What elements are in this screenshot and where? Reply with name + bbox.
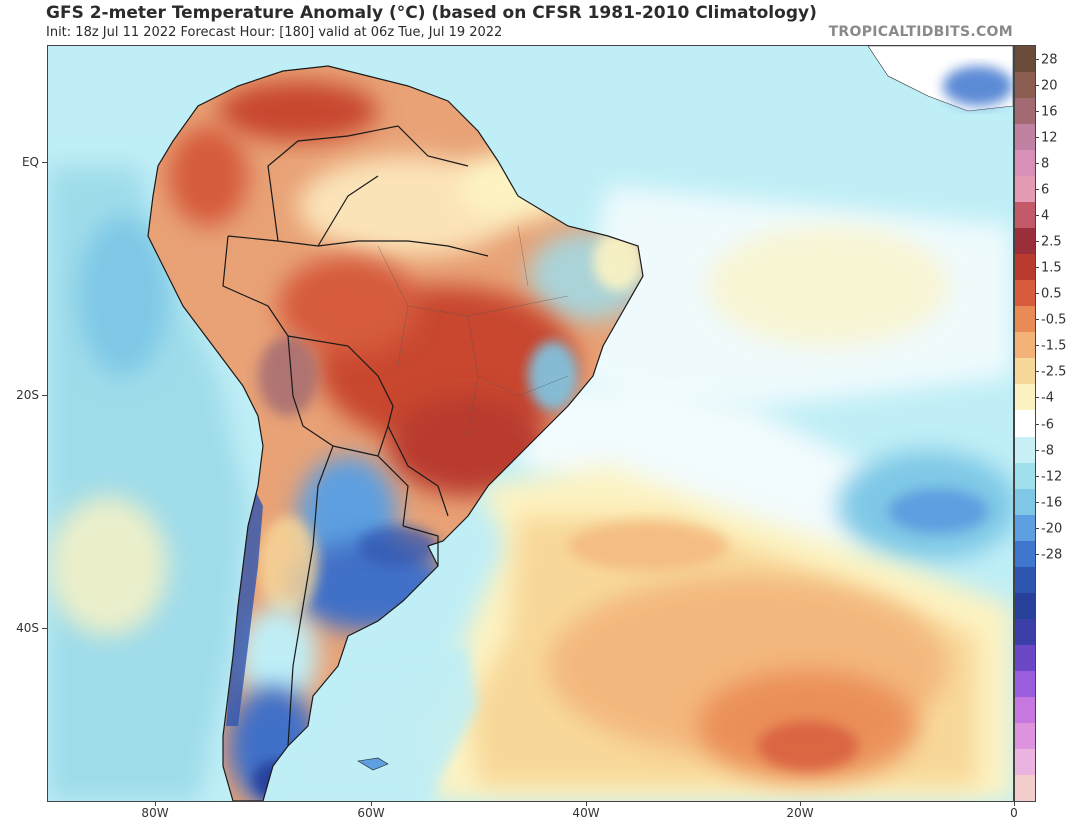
color-scale-label: 0.5 <box>1041 286 1062 302</box>
color-scale-segment <box>1015 410 1035 437</box>
color-scale-tick <box>1036 293 1039 295</box>
latitude-label: EQ <box>21 155 39 169</box>
color-scale-tick <box>1036 501 1039 503</box>
color-scale-segment <box>1015 72 1035 99</box>
longitude-tick <box>800 802 801 806</box>
color-scale-tick <box>1036 137 1039 139</box>
color-scale-tick <box>1036 449 1039 451</box>
color-scale-segment <box>1015 722 1035 750</box>
color-scale-segment <box>1015 280 1035 307</box>
color-scale-label: -1.5 <box>1041 338 1067 354</box>
color-scale-tick <box>1036 241 1039 243</box>
longitude-label: 80W <box>141 806 169 820</box>
color-scale-label: 6 <box>1041 182 1050 198</box>
longitude-tick <box>586 802 587 806</box>
color-scale-segment <box>1015 332 1035 359</box>
color-scale-label: 8 <box>1041 156 1050 172</box>
color-scale-label: 1.5 <box>1041 260 1062 276</box>
color-scale-segment <box>1015 540 1035 568</box>
color-scale-tick <box>1036 267 1039 269</box>
color-scale-label: 12 <box>1041 130 1058 146</box>
map-title: GFS 2-meter Temperature Anomaly (°C) (ba… <box>46 3 817 23</box>
color-scale-tick <box>1036 189 1039 191</box>
latitude-label: 40S <box>16 621 39 635</box>
longitude-tick <box>155 802 156 806</box>
color-scale-segment <box>1015 202 1035 229</box>
color-scale-segment <box>1015 306 1035 333</box>
color-scale-tick <box>1036 423 1039 425</box>
color-scale-tick <box>1036 163 1039 165</box>
color-scale-segment <box>1015 774 1035 802</box>
color-scale-label: -16 <box>1041 495 1063 511</box>
longitude-tick <box>1014 802 1015 806</box>
color-scale-label: -2.5 <box>1041 364 1067 380</box>
color-scale-segment <box>1015 670 1035 698</box>
color-scale-segment <box>1015 98 1035 125</box>
color-scale-segment <box>1015 150 1035 177</box>
color-scale-segment <box>1015 644 1035 672</box>
color-scale-label: -6 <box>1041 417 1054 432</box>
color-scale-label: -28 <box>1041 547 1063 563</box>
color-scale-segment <box>1015 46 1035 73</box>
color-scale-label: -12 <box>1041 469 1063 485</box>
color-scale-segment <box>1015 254 1035 281</box>
site-brand: TROPICALTIDBITS.COM <box>828 24 1013 40</box>
color-scale-label: -8 <box>1041 443 1054 459</box>
color-scale-tick <box>1036 111 1039 113</box>
color-scale-tick <box>1036 397 1039 399</box>
color-scale-segment <box>1015 696 1035 724</box>
latitude-label: 20S <box>16 388 39 402</box>
country-borders <box>147 65 644 801</box>
color-scale-tick <box>1036 319 1039 321</box>
color-scale-segment <box>1015 748 1035 776</box>
color-scale-label: 16 <box>1041 104 1058 120</box>
color-scale-tick <box>1036 527 1039 529</box>
color-scale-tick <box>1036 85 1039 87</box>
longitude-label: 40W <box>572 806 600 820</box>
color-scale-segment <box>1015 488 1035 516</box>
color-scale-label: -4 <box>1041 390 1054 406</box>
latitude-tick <box>42 395 47 396</box>
color-scale-tick <box>1036 371 1039 373</box>
temperature-anomaly-map <box>47 45 1014 802</box>
latitude-tick <box>42 628 47 629</box>
color-scale-label: 4 <box>1041 208 1050 224</box>
forecast-info: Init: 18z Jul 11 2022 Forecast Hour: [18… <box>46 25 503 40</box>
color-scale-tick <box>1036 215 1039 217</box>
latitude-tick <box>42 162 47 163</box>
color-scale-label: 20 <box>1041 78 1058 94</box>
color-scale-segment <box>1015 436 1035 464</box>
longitude-label: 0 <box>1010 806 1018 820</box>
color-scale-segment <box>1015 514 1035 542</box>
color-scale-bar <box>1014 45 1036 802</box>
color-scale-segment <box>1015 228 1035 255</box>
color-scale-segment <box>1015 176 1035 203</box>
color-scale-tick <box>1036 475 1039 477</box>
color-scale-label: 28 <box>1041 52 1058 68</box>
color-scale-label: -0.5 <box>1041 312 1067 328</box>
color-scale-segment <box>1015 462 1035 490</box>
color-scale-segment <box>1015 592 1035 620</box>
color-scale-label: 2.5 <box>1041 234 1062 250</box>
color-scale-segment <box>1015 124 1035 151</box>
color-scale-segment <box>1015 618 1035 646</box>
longitude-label: 20W <box>786 806 814 820</box>
color-scale-tick <box>1036 345 1039 347</box>
color-scale-segment <box>1015 384 1035 411</box>
longitude-label: 60W <box>357 806 385 820</box>
color-scale-tick <box>1036 553 1039 555</box>
longitude-tick <box>371 802 372 806</box>
color-scale-tick <box>1036 59 1039 61</box>
map-canvas <box>48 46 1013 801</box>
color-scale-segment <box>1015 566 1035 594</box>
color-scale-segment <box>1015 358 1035 385</box>
color-scale-label: -20 <box>1041 521 1063 537</box>
